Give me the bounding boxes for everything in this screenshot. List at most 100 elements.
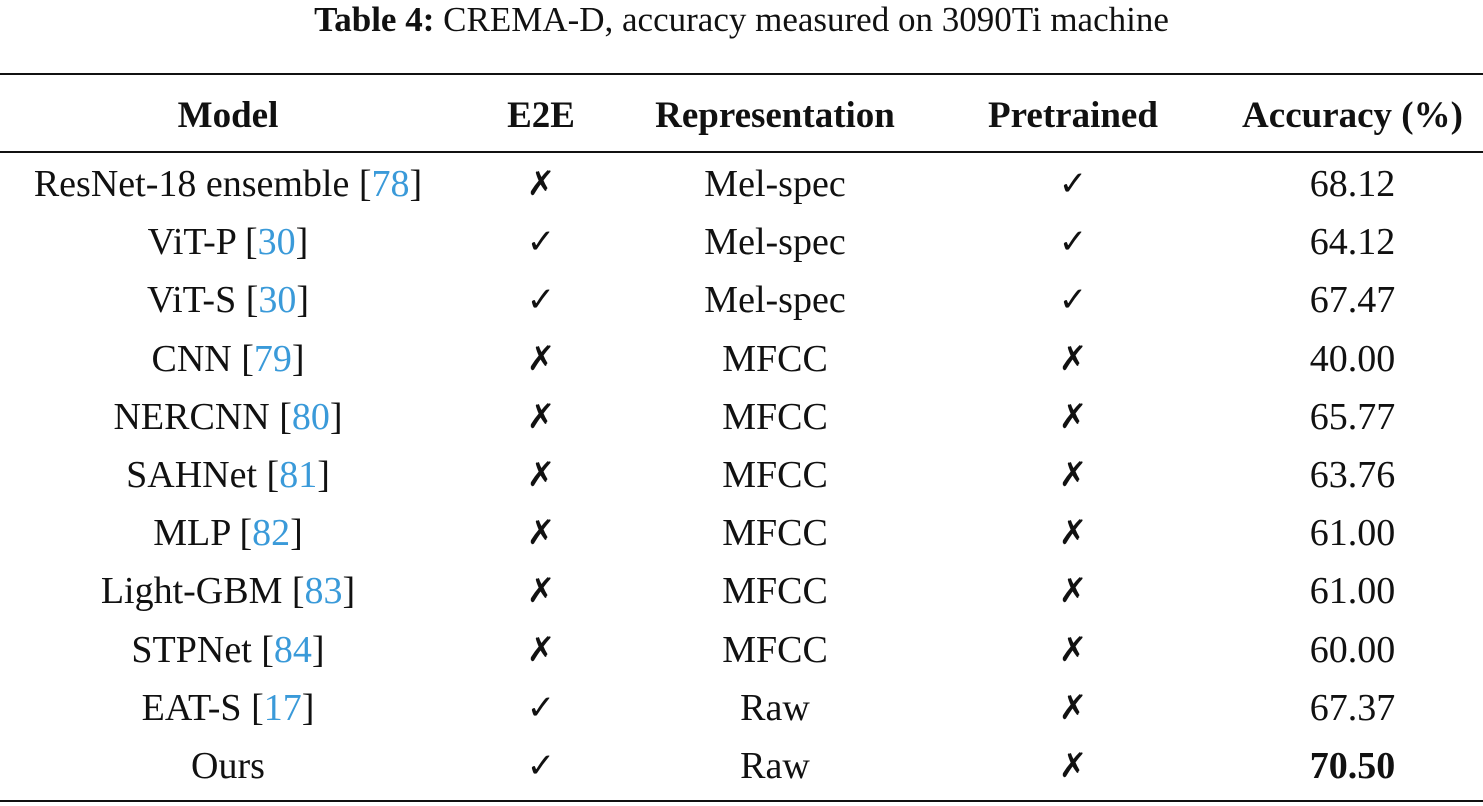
model-name: Light-GBM <box>100 570 283 613</box>
check-icon: ✓ <box>526 222 556 263</box>
representation-cell: MFCC <box>722 512 828 555</box>
cross-icon: ✗ <box>1058 338 1088 379</box>
cross-icon: ✗ <box>526 455 556 496</box>
citation-link[interactable]: 78 <box>371 163 410 206</box>
accuracy-cell: 60.00 <box>1309 628 1396 671</box>
table-header-row: Model E2E Representation Pretrained Accu… <box>0 75 1483 155</box>
column-header-pretrained: Pretrained <box>988 94 1158 136</box>
representation-cell: Raw <box>740 744 810 787</box>
accuracy-cell: 40.00 <box>1309 337 1396 380</box>
table-body: ResNet-18 ensemble [78] ✗ Mel-spec ✓ 68.12 Vi… <box>0 155 1483 795</box>
citation-link[interactable]: 84 <box>273 628 312 671</box>
model-name: ResNet-18 ensemble <box>33 163 350 206</box>
table-row: STPNet [84] ✗ MFCC ✗ 60.00 <box>0 621 1483 679</box>
representation-cell: Mel-spec <box>704 279 846 322</box>
column-header-representation: Representation <box>655 94 895 136</box>
table-row: ViT-S [30] ✓ Mel-spec ✓ 67.47 <box>0 271 1483 329</box>
cross-icon: ✗ <box>1058 396 1088 437</box>
model-cell: ViT-S [30] <box>146 279 310 322</box>
cross-icon: ✗ <box>1058 571 1088 612</box>
cross-icon: ✗ <box>1058 745 1088 786</box>
table-row: CNN [79] ✗ MFCC ✗ 40.00 <box>0 330 1483 388</box>
column-header-accuracy: Accuracy (%) <box>1242 94 1463 136</box>
model-cell: CNN [79] <box>151 337 305 380</box>
model-name: ViT-S <box>146 279 237 322</box>
table-row: ResNet-18 ensemble [78] ✗ Mel-spec ✓ 68.12 <box>0 155 1483 213</box>
representation-cell: Mel-spec <box>704 163 846 206</box>
cross-icon: ✗ <box>526 513 556 554</box>
model-name: NERCNN <box>113 395 270 438</box>
table-row: Light-GBM [83] ✗ MFCC ✗ 61.00 <box>0 562 1483 620</box>
citation-link[interactable]: 30 <box>258 279 297 322</box>
check-icon: ✓ <box>1058 164 1088 205</box>
model-cell: EAT-S [17] <box>141 686 315 729</box>
model-cell: ResNet-18 ensemble [78] <box>33 163 423 206</box>
representation-cell: Mel-spec <box>704 221 846 264</box>
accuracy-cell: 64.12 <box>1309 221 1396 264</box>
accuracy-cell: 65.77 <box>1309 395 1396 438</box>
table-row: ViT-P [30] ✓ Mel-spec ✓ 64.12 <box>0 213 1483 271</box>
model-name: EAT-S <box>141 686 242 729</box>
accuracy-cell: 70.50 <box>1309 744 1396 787</box>
representation-cell: MFCC <box>722 570 828 613</box>
accuracy-cell: 63.76 <box>1309 454 1396 497</box>
citation-link[interactable]: 81 <box>279 454 318 497</box>
model-cell: ViT-P [30] <box>147 221 309 264</box>
citation-link[interactable]: 82 <box>252 512 291 555</box>
cross-icon: ✗ <box>1058 629 1088 670</box>
citation-link[interactable]: 80 <box>291 395 330 438</box>
cross-icon: ✗ <box>1058 687 1088 728</box>
model-cell: STPNet [84] <box>131 628 325 671</box>
model-name: MLP <box>153 512 230 555</box>
cross-icon: ✗ <box>1058 455 1088 496</box>
check-icon: ✓ <box>526 280 556 321</box>
model-cell: SAHNet [81] <box>126 454 330 497</box>
accuracy-cell: 67.47 <box>1309 279 1396 322</box>
cross-icon: ✗ <box>526 338 556 379</box>
representation-cell: MFCC <box>722 395 828 438</box>
accuracy-cell: 67.37 <box>1309 686 1396 729</box>
citation-link[interactable]: 17 <box>263 686 302 729</box>
header-rule <box>0 151 1483 153</box>
cross-icon: ✗ <box>526 629 556 670</box>
model-name: ViT-P <box>147 221 236 264</box>
check-icon: ✓ <box>526 687 556 728</box>
accuracy-cell: 68.12 <box>1309 163 1396 206</box>
results-table: Model E2E Representation Pretrained Accu… <box>0 75 1483 795</box>
bottom-rule <box>0 800 1483 802</box>
column-header-e2e: E2E <box>507 94 575 136</box>
representation-cell: MFCC <box>722 337 828 380</box>
model-name: Ours <box>191 744 265 787</box>
cross-icon: ✗ <box>1058 513 1088 554</box>
table-caption: Table 4: CREMA-D, accuracy measured on 3… <box>0 0 1483 50</box>
check-icon: ✓ <box>526 745 556 786</box>
model-name: CNN <box>151 337 232 380</box>
model-name: SAHNet <box>126 454 258 497</box>
table-row: SAHNet [81] ✗ MFCC ✗ 63.76 <box>0 446 1483 504</box>
top-rule <box>0 73 1483 75</box>
column-header-model: Model <box>177 94 279 136</box>
check-icon: ✓ <box>1058 222 1088 263</box>
citation-link[interactable]: 83 <box>304 570 343 613</box>
representation-cell: Raw <box>740 686 810 729</box>
model-cell: Ours <box>0 737 456 795</box>
citation-link[interactable]: 30 <box>257 221 296 264</box>
citation-link[interactable]: 79 <box>253 337 292 380</box>
model-cell: Light-GBM [83] <box>100 570 356 613</box>
cross-icon: ✗ <box>526 396 556 437</box>
table-caption-text: CREMA-D, accuracy measured on 3090Ti mac… <box>443 0 1169 39</box>
table-row: NERCNN [80] ✗ MFCC ✗ 65.77 <box>0 388 1483 446</box>
table-row: Ours ✓ Raw ✗ 70.50 <box>0 737 1483 795</box>
cross-icon: ✗ <box>526 164 556 205</box>
model-cell: NERCNN [80] <box>113 395 343 438</box>
table-row: EAT-S [17] ✓ Raw ✗ 67.37 <box>0 679 1483 737</box>
table-row: MLP [82] ✗ MFCC ✗ 61.00 <box>0 504 1483 562</box>
check-icon: ✓ <box>1058 280 1088 321</box>
cross-icon: ✗ <box>526 571 556 612</box>
representation-cell: MFCC <box>722 454 828 497</box>
model-name: STPNet <box>131 628 252 671</box>
representation-cell: MFCC <box>722 628 828 671</box>
model-cell: MLP [82] <box>153 512 303 555</box>
accuracy-cell: 61.00 <box>1309 570 1396 613</box>
table-caption-label: Table 4: <box>314 0 435 39</box>
